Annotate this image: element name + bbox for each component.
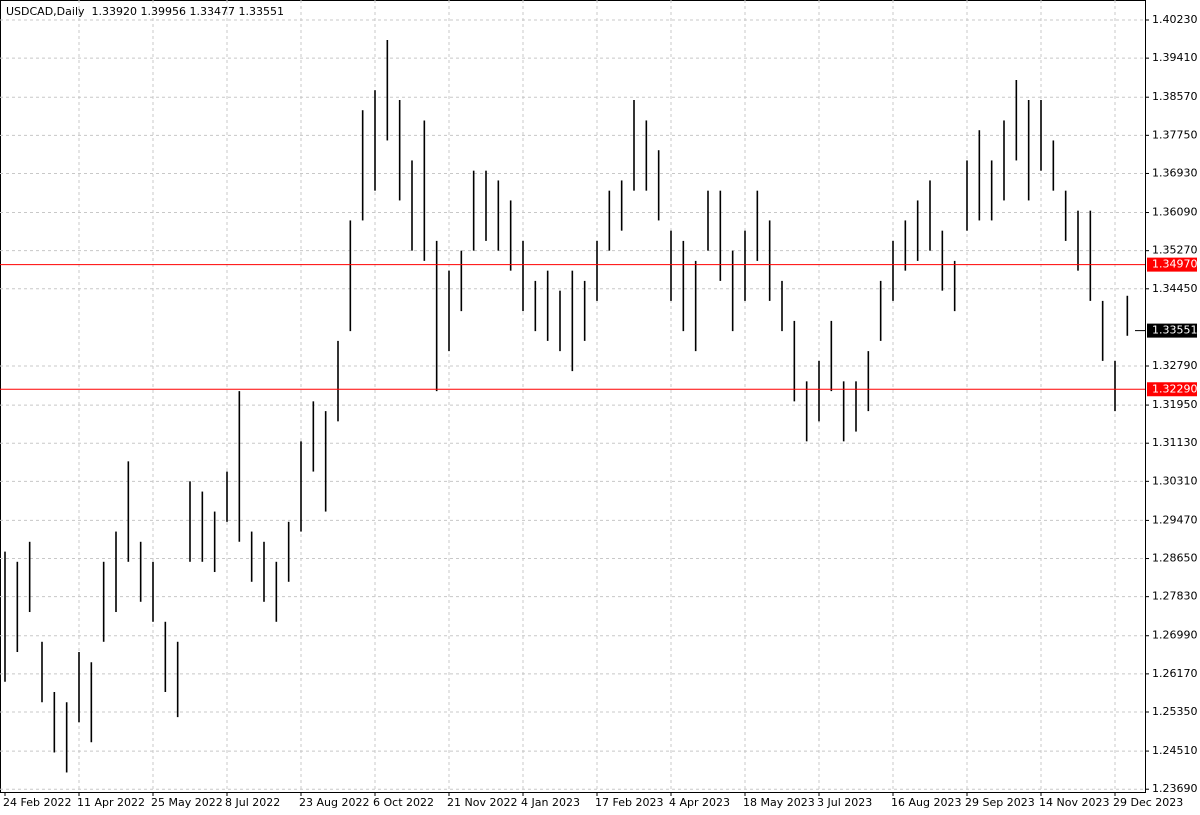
chart-title: USDCAD,Daily 1.33920 1.39956 1.33477 1.3… — [6, 5, 284, 18]
x-tick-label: 6 Oct 2022 — [373, 796, 434, 809]
current-price-label: 1.33551 — [1152, 324, 1198, 337]
x-tick-label: 29 Sep 2023 — [965, 796, 1035, 809]
grid — [0, 0, 1145, 792]
y-tick-label: 1.26990 — [1152, 629, 1198, 642]
y-tick-label: 1.27830 — [1152, 590, 1198, 603]
y-tick-label: 1.28650 — [1152, 552, 1198, 565]
x-tick-label: 23 Aug 2022 — [299, 796, 369, 809]
bars — [4, 39, 1129, 773]
x-tick-label: 25 May 2022 — [151, 796, 223, 809]
y-tick-label: 1.37750 — [1152, 128, 1198, 141]
x-tick-label: 4 Apr 2023 — [669, 796, 730, 809]
x-tick-label: 16 Aug 2023 — [891, 796, 961, 809]
plot-area — [0, 0, 1146, 793]
y-tick-label: 1.32790 — [1152, 359, 1198, 372]
x-tick-label: 21 Nov 2022 — [447, 796, 517, 809]
x-tick-label: 18 May 2023 — [743, 796, 815, 809]
y-tick-label: 1.36090 — [1152, 206, 1198, 219]
y-tick-label: 1.39410 — [1152, 51, 1198, 64]
y-tick-label: 1.23690 — [1152, 782, 1198, 795]
current-price-box — [1147, 323, 1197, 338]
y-tick-label: 1.36930 — [1152, 166, 1198, 179]
x-tick-label: 4 Jan 2023 — [521, 796, 580, 809]
y-tick-label: 1.40230 — [1152, 13, 1198, 26]
overlay: 1.34970 1.32290 1.33551 — [0, 257, 1198, 397]
x-tick-label: 17 Feb 2023 — [595, 796, 663, 809]
y-tick-label: 1.34450 — [1152, 282, 1198, 295]
level-label: 1.32290 — [1152, 382, 1198, 395]
level-label: 1.34970 — [1152, 258, 1198, 271]
y-tick-label: 1.24510 — [1152, 744, 1198, 757]
x-tick-label: 14 Nov 2023 — [1039, 796, 1109, 809]
x-tick-label: 29 Dec 2023 — [1113, 796, 1183, 809]
level-box — [1147, 257, 1197, 272]
level-box — [1147, 382, 1197, 397]
y-tick-label: 1.35270 — [1152, 244, 1198, 257]
x-tick-label: 24 Feb 2022 — [3, 796, 71, 809]
y-tick-label: 1.29470 — [1152, 513, 1198, 526]
x-tick-label: 11 Apr 2022 — [77, 796, 145, 809]
x-tick-label: 8 Jul 2022 — [225, 796, 280, 809]
y-tick-label: 1.31950 — [1152, 398, 1198, 411]
y-tick-label: 1.38570 — [1152, 90, 1198, 103]
y-tick-label: 1.31130 — [1152, 436, 1198, 449]
y-tick-label: 1.30310 — [1152, 474, 1198, 487]
x-tick-label: 3 Jul 2023 — [817, 796, 872, 809]
y-tick-label: 1.26170 — [1152, 667, 1198, 680]
y-tick-label: 1.25350 — [1152, 705, 1198, 718]
